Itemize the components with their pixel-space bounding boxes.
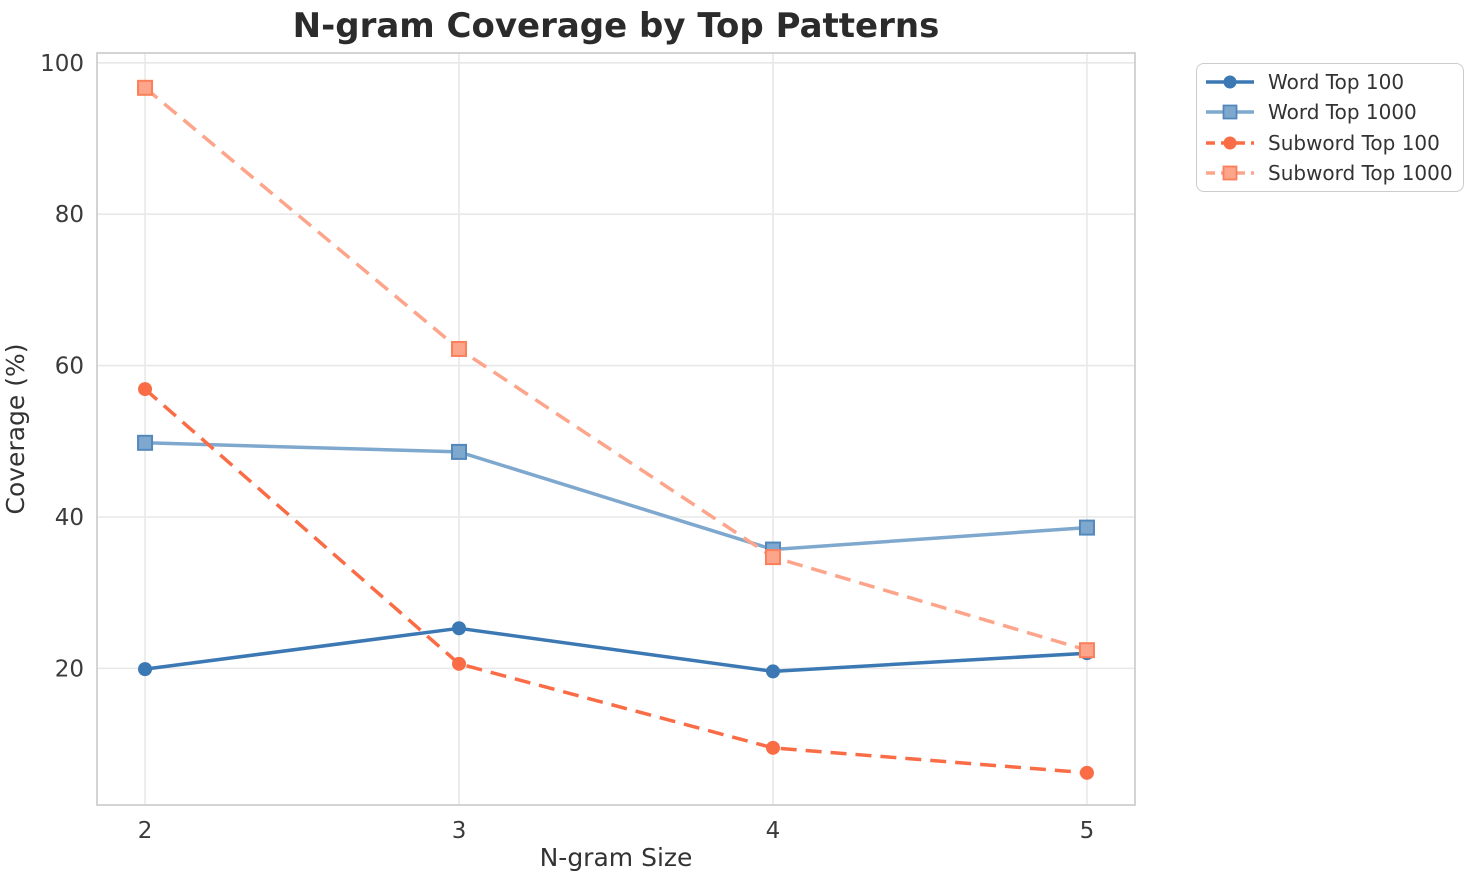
legend-item-subword-top-100: Subword Top 100 (1205, 128, 1459, 158)
y-axis-label: Coverage (%) (1, 344, 30, 515)
marker-circle (765, 740, 780, 755)
x-tick-label: 4 (766, 818, 781, 844)
marker-circle (1079, 765, 1094, 780)
y-tick-label: 40 (55, 505, 84, 531)
legend-item-word-top-1000: Word Top 1000 (1205, 97, 1459, 127)
legend-label: Subword Top 1000 (1268, 160, 1453, 185)
marker-circle (452, 621, 467, 636)
marker-circle (452, 656, 467, 671)
x-tick-label: 3 (452, 818, 467, 844)
chart-title: N-gram Coverage by Top Patterns (293, 6, 940, 46)
legend-marker-circle (1223, 136, 1237, 150)
marker-square (764, 549, 781, 566)
y-tick-label: 20 (55, 656, 84, 682)
gridlines (97, 53, 1135, 805)
series-line-word-top-100 (144, 626, 1088, 674)
legend-label: Word Top 100 (1268, 70, 1405, 95)
marker-square (137, 434, 154, 451)
marker-square (451, 340, 468, 357)
legend-marker-square (1222, 104, 1238, 120)
legend: Word Top 100 Word Top 1000 Subword Top 100… (1196, 63, 1464, 192)
series-layer (137, 79, 1095, 780)
marker-square (1078, 642, 1095, 659)
legend-item-subword-top-1000: Subword Top 1000 (1205, 158, 1459, 188)
series-line-subword-top-1000 (143, 86, 1088, 652)
marker-square (451, 443, 468, 460)
legend-sample-solid-line (1206, 104, 1254, 120)
y-tick-label: 80 (55, 202, 84, 228)
marker-square (137, 79, 154, 96)
legend-item-word-top-100: Word Top 100 (1205, 67, 1459, 97)
series-line-word-top-1000 (144, 441, 1088, 552)
legend-label: Word Top 1000 (1268, 100, 1417, 125)
y-tick-label: 60 (55, 354, 84, 380)
legend-sample-dashed-line (1206, 136, 1254, 150)
marker-square (1078, 519, 1095, 536)
plot-border (96, 52, 1136, 806)
tick-labels: 20 40 60 80 100 2 3 4 5 (40, 51, 1094, 844)
legend-sample-solid-line (1206, 75, 1254, 89)
marker-circle (138, 382, 153, 397)
x-axis-label: N-gram Size (540, 843, 693, 872)
legend-marker-square (1222, 165, 1238, 181)
y-tick-label: 100 (40, 51, 84, 77)
x-tick-label: 2 (138, 818, 153, 844)
marker-circle (765, 664, 780, 679)
series-line-subword-top-100 (143, 387, 1088, 775)
legend-marker-circle (1223, 75, 1237, 89)
marker-circle (138, 662, 153, 677)
legend-label: Subword Top 100 (1268, 130, 1440, 155)
legend-sample-dashed-line (1206, 165, 1254, 181)
x-tick-label: 5 (1080, 818, 1095, 844)
